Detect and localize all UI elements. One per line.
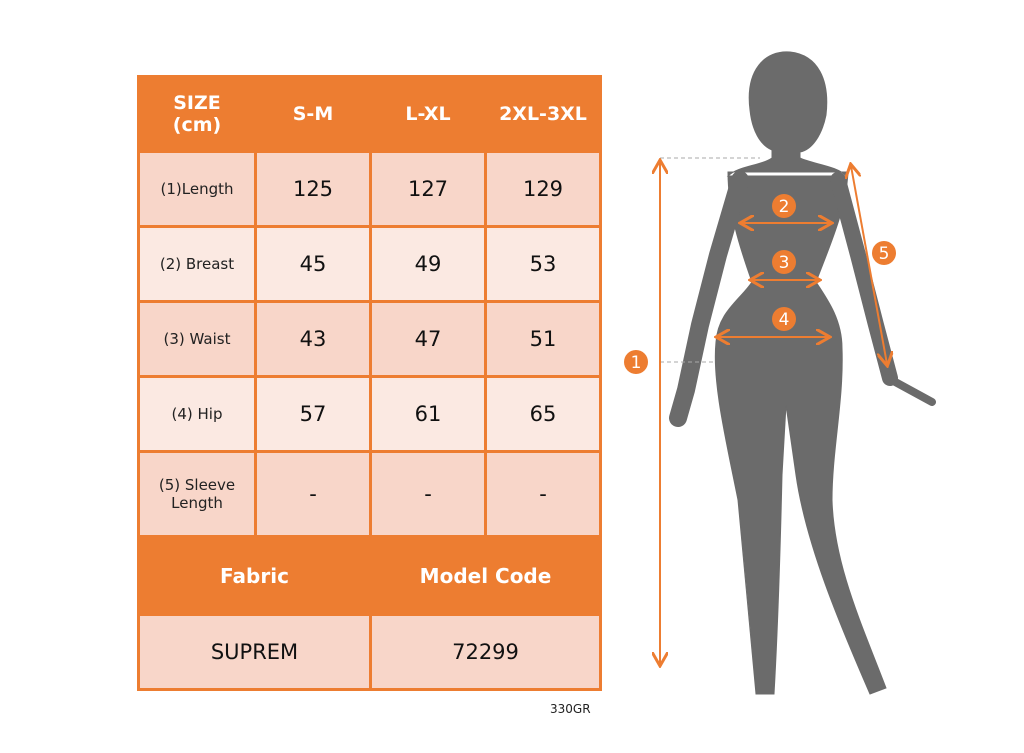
table-row-waist: (3) Waist 43 47 51 xyxy=(137,300,602,378)
header-2xl-3xl: 2XL-3XL xyxy=(484,75,602,153)
cell: 125 xyxy=(254,150,372,228)
header-l-xl: L-XL xyxy=(369,75,487,153)
marker-3: 3 xyxy=(779,253,790,273)
cell: 129 xyxy=(484,150,602,228)
cell: 49 xyxy=(369,225,487,303)
model-code-header: Model Code xyxy=(369,535,602,616)
right-arm xyxy=(830,172,898,386)
row-label: (5) Sleeve Length xyxy=(137,450,257,538)
row-label: (2) Breast xyxy=(137,225,257,303)
measurement-guides xyxy=(660,157,887,664)
cell: 45 xyxy=(254,225,372,303)
table-row-hip: (4) Hip 57 61 65 xyxy=(137,375,602,453)
head xyxy=(748,51,828,166)
cell: 53 xyxy=(484,225,602,303)
header-row: SIZE (cm) S-M L-XL 2XL-3XL xyxy=(137,75,602,153)
sleeve-arrow xyxy=(851,166,887,364)
cell: 51 xyxy=(484,300,602,378)
row-label-line1: (5) Sleeve xyxy=(158,476,236,494)
row-label-line2: Length xyxy=(171,494,223,512)
right-hand xyxy=(884,374,936,406)
cell: - xyxy=(254,450,372,538)
measurement-markers: 1 2 3 4 5 xyxy=(624,194,896,374)
size-header-line2: (cm) xyxy=(172,114,222,136)
row-label: (4) Hip xyxy=(137,375,257,453)
fabric-value: SUPREM xyxy=(137,613,372,691)
marker-4: 4 xyxy=(779,310,790,330)
size-header: SIZE (cm) xyxy=(137,75,257,153)
fabric-header-row: Fabric Model Code xyxy=(137,535,602,616)
fabric-header: Fabric xyxy=(137,535,372,616)
cell: 43 xyxy=(254,300,372,378)
cell: 57 xyxy=(254,375,372,453)
product-code: 330GR xyxy=(550,702,591,716)
cell: 61 xyxy=(369,375,487,453)
row-label: (3) Waist xyxy=(137,300,257,378)
left-arm xyxy=(669,171,749,427)
cell: - xyxy=(484,450,602,538)
table-row-breast: (2) Breast 45 49 53 xyxy=(137,225,602,303)
row-label: (1)Length xyxy=(137,150,257,228)
marker-1: 1 xyxy=(631,353,642,373)
table-row-length: (1)Length 125 127 129 xyxy=(137,150,602,228)
size-header-line1: SIZE xyxy=(173,92,221,114)
size-table: SIZE (cm) S-M L-XL 2XL-3XL (1)Length 125 … xyxy=(137,75,602,691)
model-code-value: 72299 xyxy=(369,613,602,691)
silhouette xyxy=(669,51,936,695)
marker-5: 5 xyxy=(879,244,890,264)
marker-2: 2 xyxy=(779,197,790,217)
header-s-m: S-M xyxy=(254,75,372,153)
table-row-sleeve: (5) Sleeve Length - - - xyxy=(137,450,602,538)
cell: 65 xyxy=(484,375,602,453)
fabric-value-row: SUPREM 72299 xyxy=(137,613,602,691)
cell: 127 xyxy=(369,150,487,228)
cell: 47 xyxy=(369,300,487,378)
cell: - xyxy=(369,450,487,538)
